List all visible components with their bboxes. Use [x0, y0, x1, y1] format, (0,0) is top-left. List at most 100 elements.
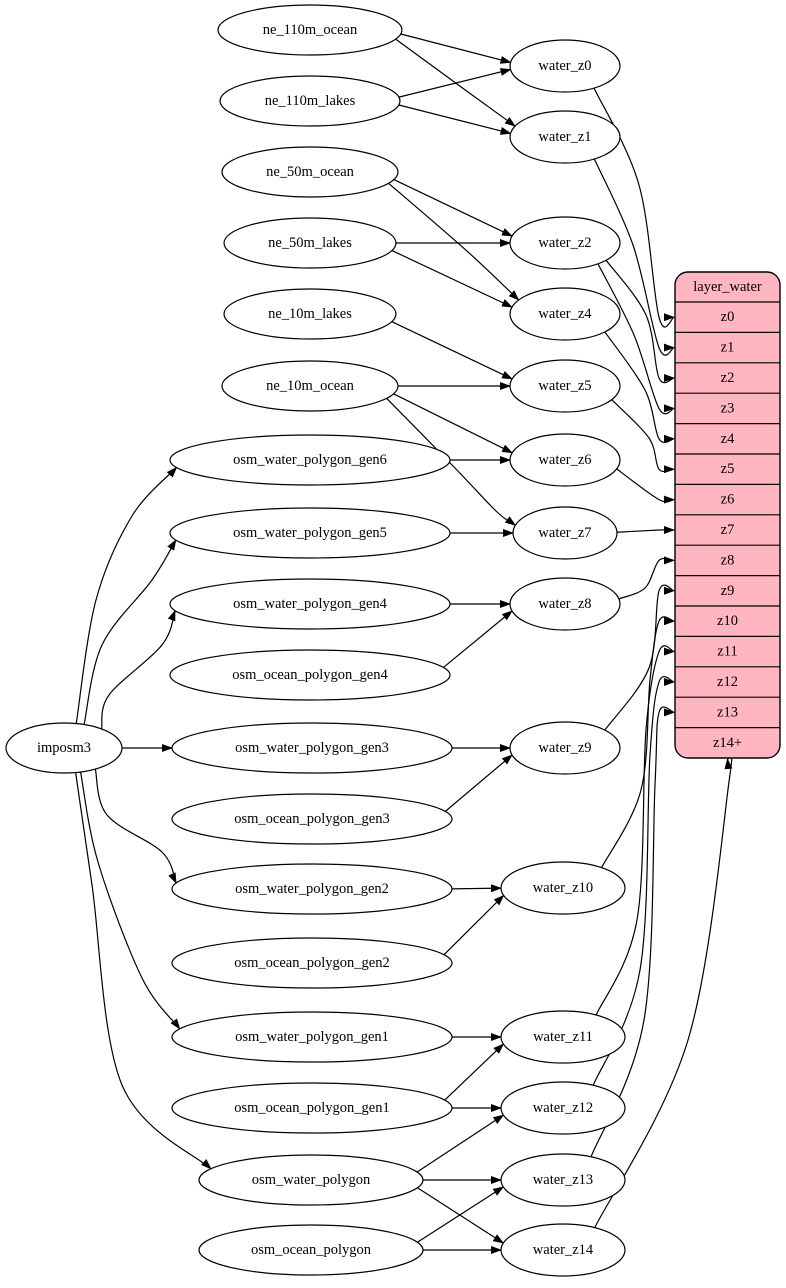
- node-osm_ocean_polygon_gen2: osm_ocean_polygon_gen2: [171, 937, 453, 989]
- edge-water_z4-to-z4: [604, 331, 675, 443]
- edge-ne_50m_lakes-to-water_z4: [391, 250, 513, 308]
- node-water_z11: water_z11: [500, 1010, 626, 1064]
- edge-imposm3-to-osm_water_polygon_gen4: [100, 609, 176, 730]
- node-ellipse-osm_water_polygon_gen2: [171, 863, 453, 915]
- node-ellipse-osm_water_polygon_gen1: [171, 1011, 453, 1063]
- node-water_z9: water_z9: [509, 721, 621, 775]
- node-water_z7: water_z7: [512, 506, 618, 560]
- edge-ne_10m_ocean-to-water_z6: [393, 393, 514, 454]
- edge-osm_ocean_polygon_gen1-to-water_z11: [444, 1043, 505, 1101]
- node-water_z8: water_z8: [509, 577, 621, 631]
- node-label-water_z6: water_z6: [538, 452, 591, 468]
- edge-water_z5-to-z5: [611, 399, 675, 474]
- node-osm_ocean_polygon_gen1: osm_ocean_polygon_gen1: [171, 1082, 453, 1134]
- node-ellipse-water_z8: [509, 577, 621, 631]
- node-label-osm_water_polygon_gen6: osm_water_polygon_gen6: [233, 452, 387, 468]
- node-label-water_z14: water_z14: [533, 1242, 594, 1258]
- edge-ne_110m_ocean-to-water_z1: [395, 38, 516, 127]
- node-label-osm_ocean_polygon_gen4: osm_ocean_polygon_gen4: [232, 667, 388, 683]
- node-ellipse-osm_water_polygon: [198, 1154, 424, 1206]
- record-row-z5: z5: [721, 461, 735, 477]
- node-water_z5: water_z5: [509, 359, 621, 413]
- node-label-water_z13: water_z13: [533, 1172, 593, 1188]
- node-osm_water_polygon_gen3: osm_water_polygon_gen3: [171, 722, 453, 774]
- node-ne_50m_ocean: ne_50m_ocean: [221, 146, 399, 198]
- node-ne_110m_ocean: ne_110m_ocean: [217, 4, 403, 56]
- record-row-z8: z8: [721, 552, 735, 568]
- node-ellipse-ne_110m_ocean: [217, 4, 403, 56]
- node-ellipse-osm_ocean_polygon_gen3: [171, 793, 453, 845]
- node-water_z10: water_z10: [500, 861, 626, 915]
- record-row-z11: z11: [717, 644, 737, 660]
- node-label-water_z0: water_z0: [538, 58, 591, 74]
- node-label-water_z8: water_z8: [538, 596, 591, 612]
- record-row-z14+: z14+: [713, 735, 742, 751]
- record-row-z12: z12: [717, 674, 738, 690]
- edge-osm_ocean_polygon_gen3-to-water_z9: [444, 754, 513, 812]
- edge-water_z10-to-z10: [601, 616, 675, 868]
- node-imposm3: imposm3: [5, 722, 123, 774]
- node-osm_water_polygon_gen2: osm_water_polygon_gen2: [171, 863, 453, 915]
- record-row-z2: z2: [721, 370, 735, 386]
- node-label-osm_ocean_polygon_gen2: osm_ocean_polygon_gen2: [234, 955, 389, 971]
- edge-water_z6-to-z6: [616, 468, 675, 504]
- node-ellipse-ne_50m_lakes: [223, 217, 397, 269]
- node-ellipse-water_z6: [509, 433, 621, 487]
- node-ne_110m_lakes: ne_110m_lakes: [219, 75, 401, 127]
- edge-imposm3-to-osm_water_polygon_gen2: [94, 768, 177, 884]
- record-row-z3: z3: [721, 400, 735, 416]
- node-label-osm_water_polygon_gen2: osm_water_polygon_gen2: [235, 881, 389, 897]
- node-ellipse-osm_water_polygon_gen5: [169, 507, 451, 559]
- node-label-water_z4: water_z4: [538, 306, 592, 322]
- node-label-osm_water_polygon_gen5: osm_water_polygon_gen5: [233, 525, 387, 541]
- node-ellipse-ne_10m_ocean: [221, 360, 399, 412]
- node-ellipse-water_z7: [512, 506, 618, 560]
- node-label-osm_ocean_polygon_gen1: osm_ocean_polygon_gen1: [234, 1100, 389, 1116]
- edge-water_z11-to-z11: [595, 645, 675, 1016]
- node-label-ne_110m_ocean: ne_110m_ocean: [263, 22, 358, 38]
- edge-water_z7-to-z7: [616, 525, 675, 534]
- edges-layer: [75, 33, 733, 1254]
- node-osm_water_polygon_gen5: osm_water_polygon_gen5: [169, 507, 451, 559]
- node-label-water_z5: water_z5: [538, 378, 591, 394]
- edge-ne_110m_lakes-to-water_z0: [398, 68, 512, 98]
- node-ellipse-osm_ocean_polygon: [198, 1224, 424, 1276]
- node-water_z14: water_z14: [500, 1223, 626, 1277]
- edge-osm_ocean_polygon_gen2-to-water_z10: [443, 894, 505, 956]
- record-row-z13: z13: [717, 704, 738, 720]
- edge-ne_10m_ocean-to-water_z7: [386, 397, 517, 526]
- edge-osm_ocean_polygon_gen4-to-water_z8: [443, 610, 513, 668]
- node-ellipse-water_z1: [509, 110, 621, 164]
- node-ellipse-osm_ocean_polygon_gen1: [171, 1082, 453, 1134]
- node-label-water_z9: water_z9: [538, 740, 591, 756]
- node-label-ne_50m_lakes: ne_50m_lakes: [268, 235, 352, 251]
- record-title: layer_water: [693, 279, 762, 295]
- node-ellipse-water_z11: [500, 1010, 626, 1064]
- node-water_z4: water_z4: [509, 287, 621, 341]
- node-ellipse-ne_10m_lakes: [223, 288, 397, 340]
- node-osm_ocean_polygon: osm_ocean_polygon: [198, 1224, 424, 1276]
- node-ellipse-osm_water_polygon_gen4: [169, 578, 451, 630]
- edge-osm_water_polygon-to-water_z12: [416, 1114, 505, 1173]
- node-label-water_z11: water_z11: [533, 1029, 593, 1045]
- edge-ne_10m_lakes-to-water_z5: [391, 321, 513, 380]
- node-ellipse-water_z4: [509, 287, 621, 341]
- node-ne_10m_ocean: ne_10m_ocean: [221, 360, 399, 412]
- node-label-ne_10m_ocean: ne_10m_ocean: [266, 378, 355, 394]
- record-layer-water: layer_water z0 z1 z2 z3 z4 z5 z6 z7 z8 z9 z10 z11 z12…: [674, 271, 781, 759]
- node-osm_water_polygon_gen4: osm_water_polygon_gen4: [169, 578, 451, 630]
- node-label-ne_10m_lakes: ne_10m_lakes: [268, 306, 352, 322]
- edge-imposm3-to-osm_water_polygon_gen5: [83, 539, 177, 725]
- node-ellipse-water_z9: [509, 721, 621, 775]
- node-water_z12: water_z12: [500, 1081, 626, 1135]
- node-label-osm_water_polygon: osm_water_polygon: [252, 1172, 371, 1188]
- node-ellipse-ne_110m_lakes: [219, 75, 401, 127]
- edge-water_z12-to-z12: [592, 676, 675, 1086]
- node-ne_50m_lakes: ne_50m_lakes: [223, 217, 397, 269]
- node-ellipse-imposm3: [5, 722, 123, 774]
- node-label-water_z1: water_z1: [538, 129, 591, 145]
- edge-ne_50m_ocean-to-water_z2: [393, 179, 513, 237]
- edge-imposm3-to-osm_water_polygon: [75, 772, 212, 1170]
- node-label-water_z2: water_z2: [538, 235, 591, 251]
